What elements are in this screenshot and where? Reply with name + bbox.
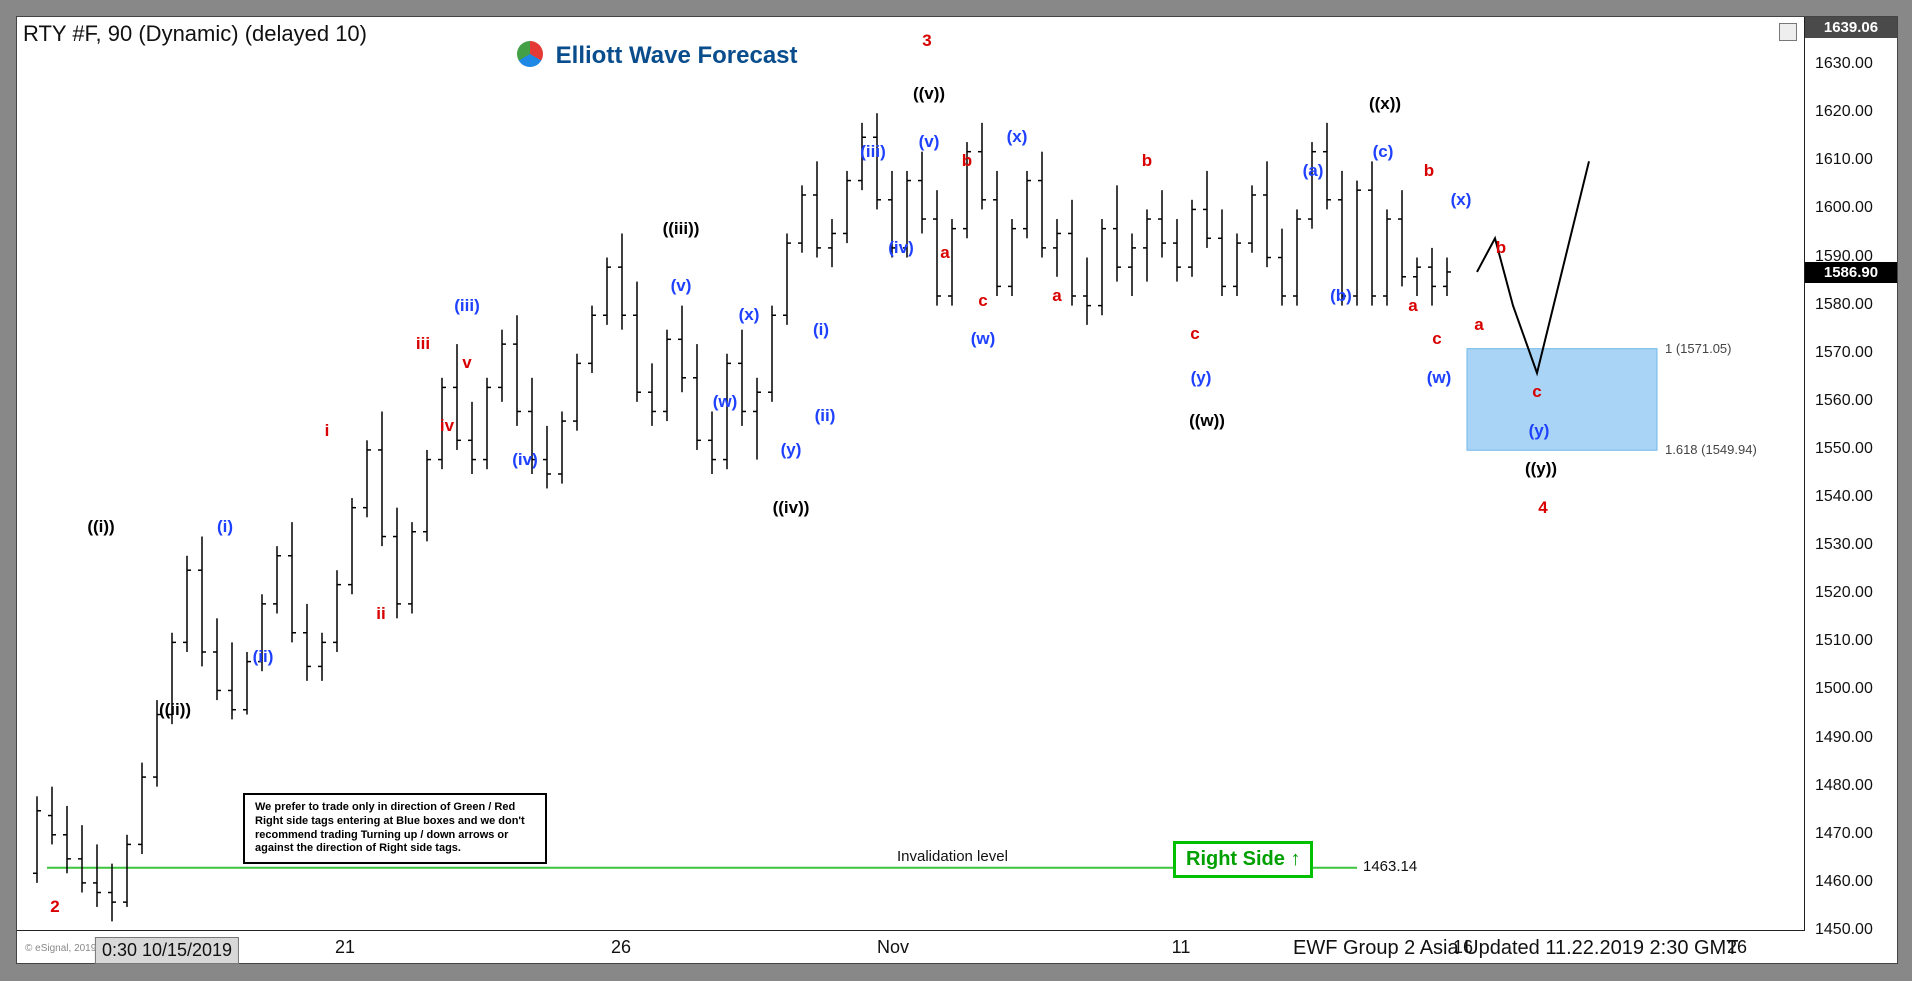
wave-label: (ii) [815,406,836,426]
wave-label: c [1190,324,1199,344]
wave-label: (i) [217,517,233,537]
wave-label: 4 [1538,498,1547,518]
y-tick: 1460.00 [1805,873,1907,891]
wave-label: (x) [1451,190,1472,210]
price-badge-last: 1586.90 [1805,262,1897,283]
wave-label: (a) [1303,161,1324,181]
wave-label: a [1474,315,1483,335]
invalidation-value: 1463.14 [1363,858,1417,875]
x-tick: Nov [877,937,909,958]
copyright-text: © eSignal, 2019 [25,943,96,954]
wave-label: 2 [50,897,59,917]
y-tick: 1600.00 [1805,199,1907,217]
wave-label: b [1424,161,1434,181]
wave-label: (w) [1427,368,1452,388]
fib-label: 1 (1571.05) [1665,341,1732,356]
wave-label: (iv) [888,238,914,258]
wave-label: (x) [739,305,760,325]
y-tick: 1530.00 [1805,536,1907,554]
x-tick: 21 [335,937,355,958]
chart-frame: RTY #F, 90 (Dynamic) (delayed 10) Elliot… [16,16,1898,964]
wave-label: b [1496,238,1506,258]
wave-label: (v) [671,276,692,296]
update-footer: EWF Group 2 Asia Updated 11.22.2019 2:30… [1293,937,1738,960]
invalidation-text: Invalidation level [897,848,1008,865]
wave-label: iv [440,416,454,436]
x-tick: 11 [1172,937,1191,958]
right-side-tag: Right Side ↑ [1173,841,1313,878]
y-axis: 1450.001460.001470.001480.001490.001500.… [1804,17,1897,963]
x-tick: 0:30 10/15/2019 [95,937,239,964]
wave-label: ((ii)) [159,700,191,720]
y-tick: 1550.00 [1805,440,1907,458]
wave-label: ((y)) [1525,459,1557,479]
wave-label: a [1408,296,1417,316]
y-tick: 1500.00 [1805,680,1907,698]
wave-label: 3 [922,31,931,51]
wave-label: (w) [971,329,996,349]
wave-label: i [325,421,330,441]
wave-label: a [1052,286,1061,306]
y-tick: 1470.00 [1805,825,1907,843]
wave-label: ii [376,604,385,624]
y-tick: 1630.00 [1805,55,1907,73]
y-tick: 1450.00 [1805,921,1907,939]
wave-label: c [1532,382,1541,402]
wave-label: ((iv)) [773,498,810,518]
wave-label: (iii) [454,296,480,316]
y-tick: 1520.00 [1805,584,1907,602]
wave-label: b [962,151,972,171]
wave-label: (ii) [253,647,274,667]
y-tick: 1570.00 [1805,344,1907,362]
wave-label: (w) [713,392,738,412]
wave-label: (x) [1007,127,1028,147]
wave-label: c [978,291,987,311]
y-tick: 1580.00 [1805,296,1907,314]
wave-label: ((x)) [1369,94,1401,114]
wave-label: ((w)) [1189,411,1225,431]
y-tick: 1510.00 [1805,632,1907,650]
y-tick: 1480.00 [1805,777,1907,795]
wave-label: a [940,243,949,263]
wave-label: (y) [781,440,802,460]
x-tick: 26 [611,937,631,958]
y-tick: 1560.00 [1805,392,1907,410]
y-tick: 1490.00 [1805,729,1907,747]
wave-label: b [1142,151,1152,171]
wave-label: ((v)) [913,84,945,104]
y-tick: 1620.00 [1805,103,1907,121]
wave-label: (iv) [512,450,538,470]
y-tick: 1610.00 [1805,151,1907,169]
price-badge-top: 1639.06 [1805,17,1897,38]
wave-label: c [1432,329,1441,349]
wave-label: (i) [813,320,829,340]
trading-note: We prefer to trade only in direction of … [243,793,547,864]
wave-label: ((i)) [87,517,114,537]
wave-label: (b) [1330,286,1352,306]
wave-label: (c) [1373,142,1394,162]
y-tick: 1540.00 [1805,488,1907,506]
wave-label: (iii) [860,142,886,162]
wave-label: (v) [919,132,940,152]
wave-label: iii [416,334,430,354]
fib-label: 1.618 (1549.94) [1665,442,1757,457]
wave-label: ((iii)) [663,219,700,239]
wave-label: (y) [1191,368,1212,388]
wave-label: v [462,353,471,373]
wave-label: (y) [1529,421,1550,441]
